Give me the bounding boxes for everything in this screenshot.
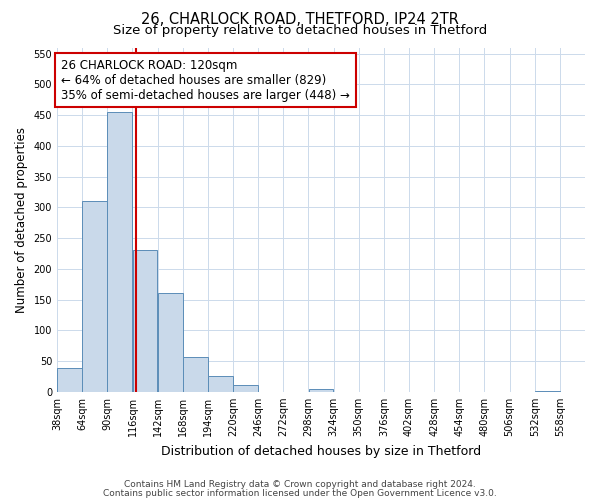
Bar [183, 357, 208, 392]
Text: Size of property relative to detached houses in Thetford: Size of property relative to detached ho… [113, 24, 487, 37]
Text: Contains HM Land Registry data © Crown copyright and database right 2024.: Contains HM Land Registry data © Crown c… [124, 480, 476, 489]
Text: 26 CHARLOCK ROAD: 120sqm
← 64% of detached houses are smaller (829)
35% of semi-: 26 CHARLOCK ROAD: 120sqm ← 64% of detach… [61, 58, 350, 102]
Bar [107, 112, 133, 392]
Text: Contains public sector information licensed under the Open Government Licence v3: Contains public sector information licen… [103, 488, 497, 498]
Text: 26, CHARLOCK ROAD, THETFORD, IP24 2TR: 26, CHARLOCK ROAD, THETFORD, IP24 2TR [141, 12, 459, 28]
Bar [308, 388, 334, 392]
Bar [158, 294, 182, 392]
Bar [82, 201, 107, 392]
X-axis label: Distribution of detached houses by size in Thetford: Distribution of detached houses by size … [161, 444, 481, 458]
Bar [133, 250, 157, 392]
Y-axis label: Number of detached properties: Number of detached properties [15, 126, 28, 312]
Bar [208, 376, 233, 392]
Bar [535, 390, 560, 392]
Bar [57, 368, 82, 392]
Bar [233, 385, 258, 392]
